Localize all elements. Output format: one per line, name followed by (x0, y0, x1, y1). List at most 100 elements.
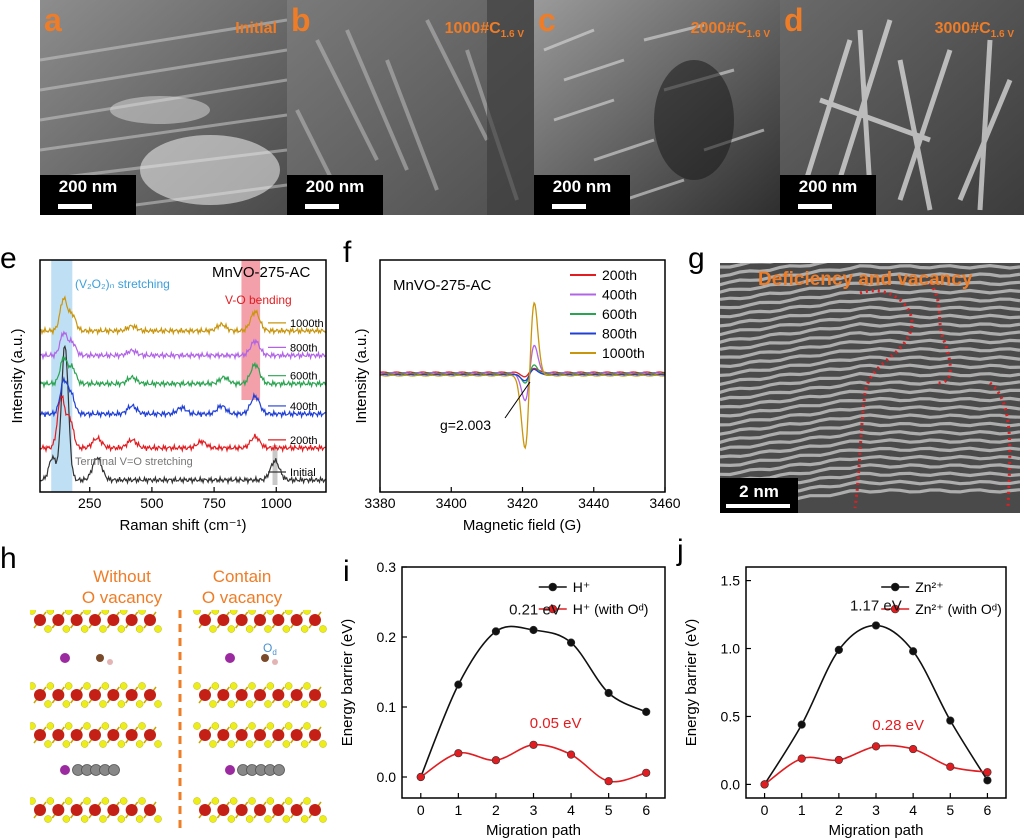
spectrum-label: 1000th (290, 318, 324, 330)
x-tick-label: 0 (761, 802, 769, 818)
x-tick-label: 1 (798, 802, 806, 818)
data-point (642, 768, 651, 777)
sample-name: MnVO-275-AC (212, 264, 311, 281)
sem-panel-b: b 1000#C1.6 V 200 nm (287, 0, 534, 215)
legend-label: H⁺ (with Oᵈ) (573, 601, 649, 617)
y-axis-label: Energy barrier (eV) (339, 619, 356, 747)
data-point (909, 744, 918, 754)
data-point (529, 625, 538, 635)
x-axis-label: Migration path (486, 822, 581, 838)
data-point (909, 647, 918, 656)
hrtem-title: Deficiency and vacancy (758, 269, 973, 290)
panel-label-h: h (0, 542, 17, 575)
scale-bar: 200 nm (534, 175, 630, 215)
barrier-annotation: 0.21 eV (509, 602, 561, 619)
x-tick-label: 4 (567, 802, 575, 818)
x-tick-label: 4 (909, 802, 917, 818)
spectrum-600th (39, 356, 327, 389)
data-point (834, 645, 843, 654)
y-tick-label: 0.1 (377, 699, 397, 715)
legend-label: 400th (602, 287, 637, 303)
legend-label: H⁺ (573, 579, 591, 595)
scale-bar-label: 2 nm (739, 482, 779, 501)
y-tick-label: 0.0 (721, 776, 741, 792)
panel-label-i: i (343, 555, 350, 588)
spectrum-400th (39, 376, 326, 420)
x-tick-label: 250 (78, 495, 102, 511)
panel-label-a: a (44, 2, 62, 38)
panel-label-d: d (784, 2, 804, 38)
spectrum-label: 400th (290, 401, 318, 413)
y-tick-label: 0.5 (721, 708, 741, 724)
x-tick-label: 6 (984, 802, 992, 818)
h-barrier-chart: 0 1 2 3 4 5 6 0.0 0.1 0.2 0.3 H⁺ H⁺ (with Oᵈ) 0.21 eV… (339, 559, 666, 838)
y-tick-label: 1.0 (721, 641, 741, 657)
data-point (834, 755, 843, 765)
x-tick-label: 3380 (364, 495, 395, 511)
x-tick-label: 3 (530, 802, 538, 818)
data-point (416, 772, 425, 782)
spectrum-label: 800th (290, 342, 318, 354)
data-point (491, 627, 501, 636)
g-value-pointer (504, 381, 531, 419)
x-tick-label: 1000 (261, 495, 292, 511)
scale-bar: 200 nm (40, 175, 136, 215)
crystal-structure: Od (30, 610, 327, 830)
x-tick-label: 2 (492, 802, 500, 818)
data-point (604, 688, 613, 698)
spectrum-label: Initial (290, 467, 316, 479)
data-point (604, 777, 613, 786)
data-point (871, 742, 881, 751)
sem-condition-label: 3000#C1.6 V (934, 20, 1014, 41)
data-point (983, 776, 992, 785)
x-tick-label: 5 (946, 802, 954, 818)
data-point (566, 750, 576, 759)
scale-bar: 200 nm (287, 175, 383, 215)
spectrum-200th (39, 394, 326, 454)
header-without-vacancy: Without O vacancy (81, 567, 163, 607)
y-tick-label: 0.0 (377, 769, 397, 785)
data-point (642, 707, 651, 716)
barrier-annotation: 0.05 eV (530, 715, 582, 732)
panel-label-j: j (677, 534, 684, 567)
sem-condition-label: 2000#C1.6 V (690, 20, 770, 41)
barrier-annotation: 0.28 eV (872, 717, 924, 734)
panel-label-g: g (688, 242, 705, 275)
sem-panel-a: a Initial 200 nm (40, 0, 287, 215)
spectrum-label: 600th (290, 371, 318, 383)
sem-condition-label: Initial (235, 20, 277, 37)
zn-barrier-chart: 0 1 2 3 4 5 6 0.0 0.5 1.0 1.5 Zn²⁺ Zn²⁺ (with Oᵈ) 1.1… (684, 566, 1007, 838)
epr-line-1000th (379, 301, 666, 450)
x-tick-label: 3420 (507, 495, 538, 511)
x-tick-label: 6 (642, 802, 650, 818)
legend: 200th 400th 600th 800th 1000th (570, 267, 645, 361)
y-tick-label: 1.5 (721, 573, 741, 589)
od-label: Od (263, 641, 277, 657)
panel-label-b: b (291, 2, 311, 38)
legend-label: 800th (602, 326, 637, 342)
x-tick-label: 0 (417, 802, 425, 818)
sem-panel-c: c 2000#C1.6 V 200 nm (534, 0, 780, 215)
band-highlight (272, 445, 278, 485)
x-axis-label: Migration path (828, 822, 923, 838)
spectrum-800th (39, 330, 326, 361)
x-axis-label: Raman shift (cm⁻¹) (119, 517, 246, 534)
raman-spectra: Initial 200th 400th 600th 800th 1000th (39, 295, 327, 486)
data-point (797, 720, 806, 729)
x-tick-label: 1 (454, 802, 462, 818)
band-label-stretching: (V₂O₂)ₙ stretching (75, 277, 170, 291)
x-tick-label: 500 (140, 495, 164, 511)
x-tick-label: 3400 (436, 495, 467, 511)
x-axis-label: Magnetic field (G) (463, 517, 581, 534)
spectrum-Initial (39, 344, 327, 486)
x-tick-label: 3460 (649, 495, 680, 511)
sample-name: MnVO-275-AC (393, 277, 492, 294)
legend-label: Zn²⁺ (915, 579, 943, 595)
legend-label: 200th (602, 267, 637, 283)
y-tick-label: 0.2 (377, 629, 397, 645)
data-point (946, 762, 955, 771)
epr-spectra (379, 301, 666, 450)
data-point (760, 780, 769, 789)
epr-chart: 3380 3400 3420 3440 3460 200th 400th 600th 800t… (353, 259, 681, 534)
scale-bar: 200 nm (780, 175, 876, 215)
